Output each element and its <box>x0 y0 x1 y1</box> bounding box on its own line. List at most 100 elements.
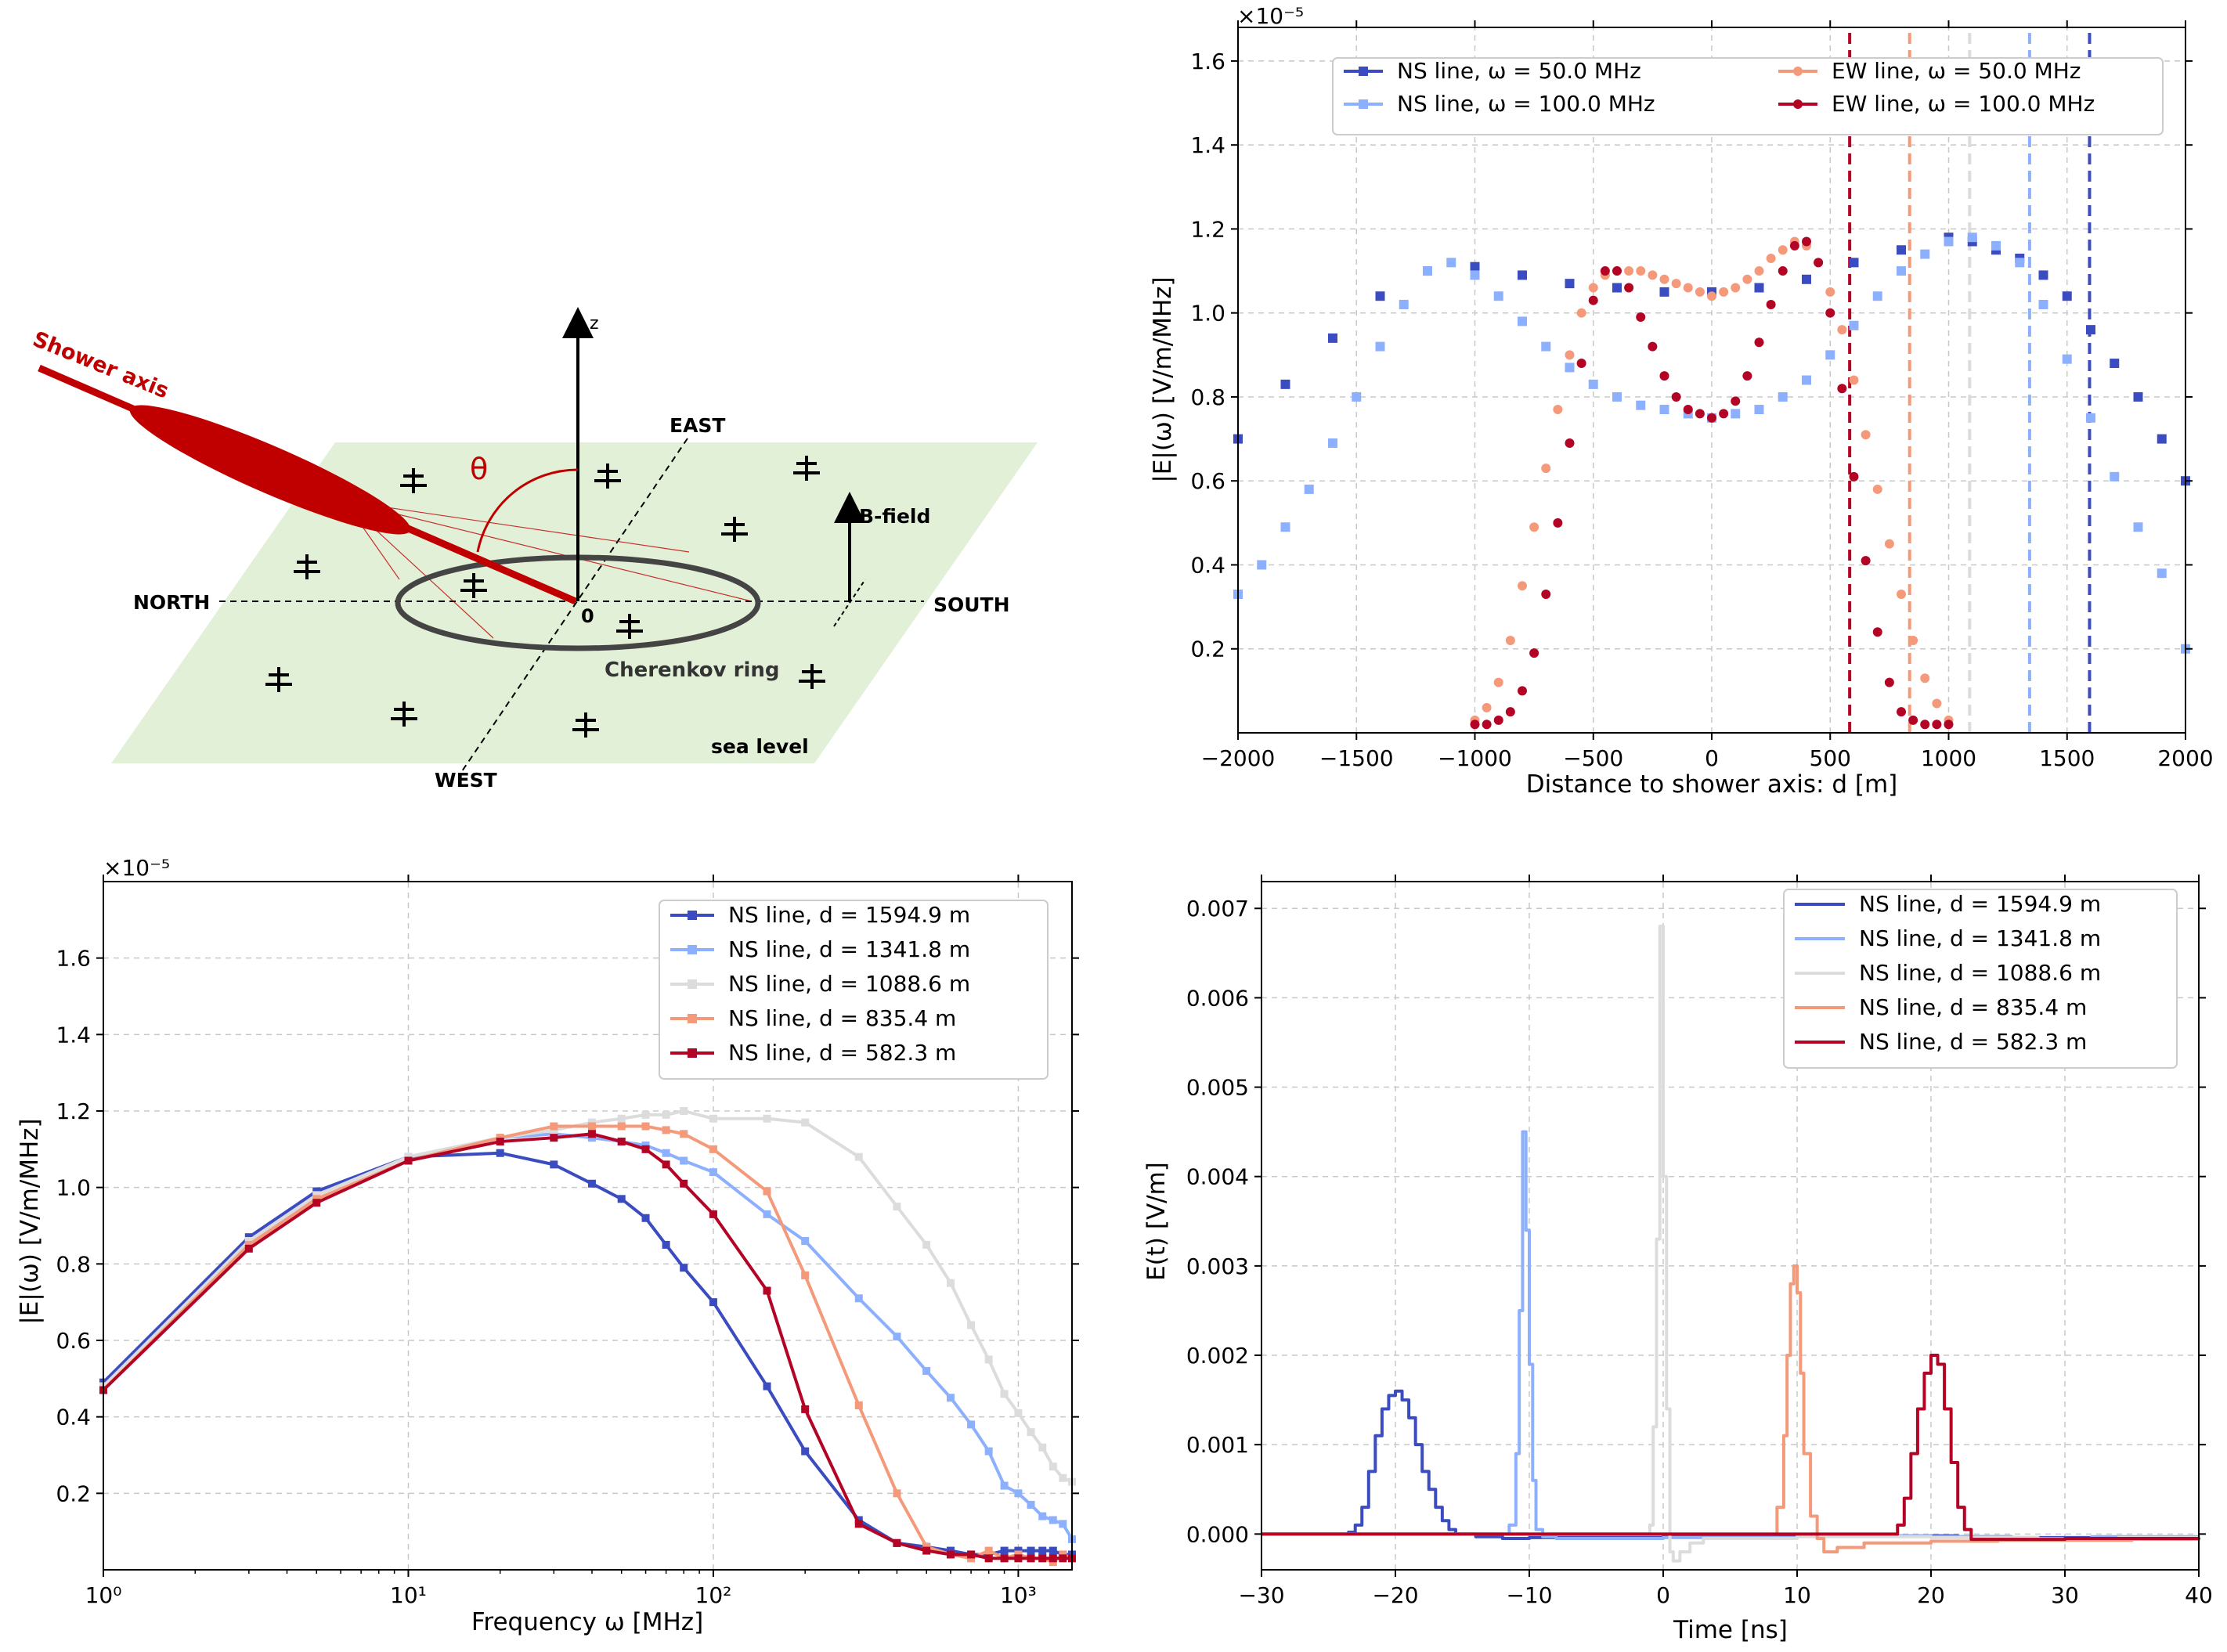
theta-arc <box>476 468 579 553</box>
data-point <box>404 1156 413 1165</box>
legend-label: NS line, ω = 50.0 MHz <box>1397 58 1641 84</box>
multiplier-label: ×10⁻⁵ <box>1237 3 1304 29</box>
data-point <box>1565 438 1575 448</box>
data-point <box>1778 391 1788 402</box>
origin-label: 0 <box>581 605 594 627</box>
data-point <box>984 1546 993 1555</box>
series-1 <box>1233 233 2190 486</box>
data-point <box>1493 291 1503 301</box>
data-point <box>1967 233 1977 243</box>
data-point <box>1731 283 1741 293</box>
data-point <box>1636 266 1646 276</box>
legend-marker <box>688 945 697 954</box>
x-tick-label: −20 <box>1372 1582 1418 1608</box>
data-point <box>801 1447 810 1455</box>
data-point <box>587 1179 596 1188</box>
data-point <box>1683 283 1693 293</box>
data-point <box>801 1118 810 1127</box>
y-tick-label: 1.0 <box>56 1175 91 1201</box>
y-axis-label: E(t) [V/m] <box>1142 1162 1171 1281</box>
legend-label: NS line, d = 582.3 m <box>728 1040 956 1066</box>
plot-frame <box>103 881 1073 1571</box>
x-tick-label: −10 <box>1506 1582 1552 1608</box>
data-point <box>1884 539 1894 549</box>
data-point <box>1280 522 1290 532</box>
data-point <box>801 1271 810 1279</box>
data-point <box>1719 287 1729 297</box>
data-point <box>1802 274 1811 284</box>
data-point <box>709 1210 717 1218</box>
data-point <box>1742 371 1752 381</box>
data-point <box>1695 287 1705 297</box>
y-tick-label: 0.007 <box>1186 896 1249 922</box>
multiplier-label: ×10⁻⁵ <box>103 855 170 881</box>
bfield-dash <box>833 579 866 627</box>
x-tick-label: 10 <box>1783 1582 1811 1608</box>
data-point <box>2110 471 2120 482</box>
data-point <box>1731 396 1741 406</box>
legend-label: NS line, d = 1341.8 m <box>1859 925 2101 951</box>
antenna-icon <box>294 554 320 579</box>
data-point <box>1014 1409 1023 1417</box>
data-point <box>680 1130 688 1138</box>
data-point <box>1624 266 1634 276</box>
data-point <box>1049 1554 1057 1563</box>
data-point <box>1518 316 1527 326</box>
legend-label: NS line, d = 1088.6 m <box>728 971 970 997</box>
legend-label: EW line, ω = 50.0 MHz <box>1832 58 2081 84</box>
data-point <box>1825 287 1835 297</box>
legend: NS line, ω = 50.0 MHz NS line, ω = 100.0 … <box>1332 57 2164 135</box>
data-point <box>1518 686 1527 696</box>
legend-frame <box>659 900 1049 1080</box>
data-point <box>1778 266 1788 276</box>
antenna-icon <box>721 517 748 542</box>
data-point <box>641 1122 650 1131</box>
data-point <box>1493 677 1503 687</box>
data-point <box>1059 1473 1067 1482</box>
data-point <box>312 1199 321 1207</box>
data-point <box>680 1179 688 1188</box>
antenna-icon <box>460 573 487 598</box>
data-point <box>1861 556 1871 566</box>
east-label: EAST <box>670 414 725 437</box>
x-tick-label: 40 <box>2185 1582 2213 1608</box>
data-point <box>984 1355 993 1364</box>
data-point <box>662 1160 670 1169</box>
legend-label: NS line, d = 1088.6 m <box>1859 960 2101 986</box>
data-point <box>1884 677 1894 687</box>
antenna-icon <box>400 468 427 493</box>
data-point <box>1659 405 1669 415</box>
legend-marker <box>688 911 697 920</box>
y-tick-label: 0.6 <box>1190 468 1225 494</box>
data-point <box>1991 240 2001 251</box>
data-point <box>1872 484 1882 494</box>
x-axis-label: Frequency ω [MHz] <box>471 1608 703 1636</box>
legend-label: NS line, ω = 100.0 MHz <box>1397 91 1655 117</box>
data-point <box>893 1203 901 1211</box>
y-tick-label: 1.6 <box>56 946 91 972</box>
antenna-icon <box>799 664 825 689</box>
y-axis-label: |E|(ω) [V/m/MHz] <box>16 1118 44 1324</box>
data-point <box>967 1420 976 1429</box>
legend-label: NS line, d = 582.3 m <box>1859 1029 2087 1055</box>
legend-marker <box>1359 99 1368 109</box>
y-tick-label: 1.2 <box>1190 216 1225 242</box>
series-line <box>1261 1389 2200 1541</box>
x-tick-label: −30 <box>1238 1582 1284 1608</box>
data-point <box>1000 1481 1009 1490</box>
data-point <box>1897 266 1906 276</box>
data-point <box>967 1550 976 1559</box>
legend-label: NS line, d = 835.4 m <box>728 1005 956 1031</box>
series-line <box>1261 1130 2200 1541</box>
legend-label: NS line, d = 1594.9 m <box>728 902 970 928</box>
data-point <box>1920 249 1930 259</box>
legend: NS line, d = 1594.9 m NS line, d = 1341.8… <box>1783 889 2178 1069</box>
legend-frame <box>1783 889 2178 1069</box>
data-point <box>1352 391 1362 402</box>
data-point <box>1049 1516 1057 1524</box>
data-point <box>1766 253 1776 263</box>
data-point <box>1932 720 1942 730</box>
x-tick-label: −2000 <box>1201 745 1276 771</box>
x-axis-label: Time [ns] <box>1673 1616 1788 1644</box>
